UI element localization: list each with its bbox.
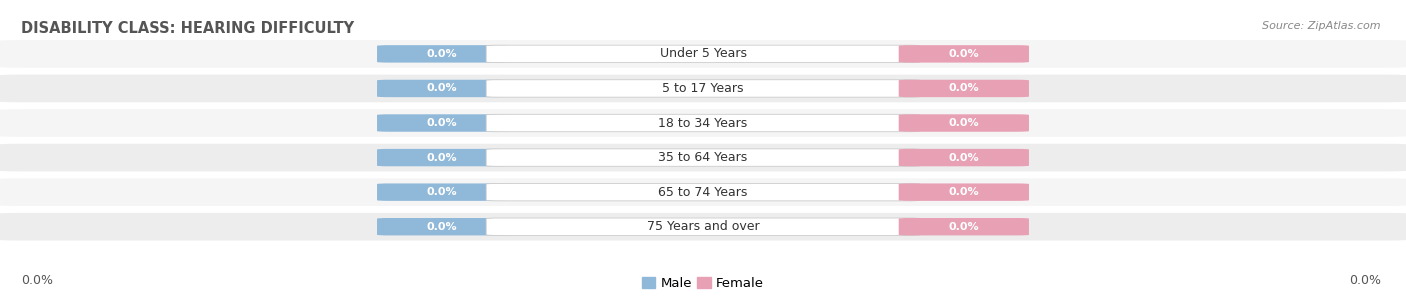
- FancyBboxPatch shape: [377, 80, 508, 97]
- Text: 0.0%: 0.0%: [427, 187, 457, 197]
- Text: 0.0%: 0.0%: [427, 118, 457, 128]
- FancyBboxPatch shape: [377, 183, 508, 201]
- FancyBboxPatch shape: [0, 75, 1406, 102]
- FancyBboxPatch shape: [0, 109, 1406, 137]
- FancyBboxPatch shape: [898, 45, 1029, 63]
- FancyBboxPatch shape: [486, 114, 920, 132]
- FancyBboxPatch shape: [486, 218, 920, 235]
- Text: 0.0%: 0.0%: [21, 274, 53, 287]
- FancyBboxPatch shape: [0, 144, 1406, 171]
- Text: 18 to 34 Years: 18 to 34 Years: [658, 117, 748, 130]
- Text: 5 to 17 Years: 5 to 17 Years: [662, 82, 744, 95]
- FancyBboxPatch shape: [377, 45, 508, 63]
- Text: 0.0%: 0.0%: [949, 84, 979, 93]
- FancyBboxPatch shape: [898, 80, 1029, 97]
- Legend: Male, Female: Male, Female: [637, 272, 769, 296]
- Text: 35 to 64 Years: 35 to 64 Years: [658, 151, 748, 164]
- FancyBboxPatch shape: [486, 80, 920, 97]
- Text: 0.0%: 0.0%: [949, 49, 979, 59]
- Text: 0.0%: 0.0%: [949, 152, 979, 163]
- FancyBboxPatch shape: [486, 183, 920, 201]
- Text: DISABILITY CLASS: HEARING DIFFICULTY: DISABILITY CLASS: HEARING DIFFICULTY: [21, 21, 354, 36]
- FancyBboxPatch shape: [898, 218, 1029, 235]
- FancyBboxPatch shape: [377, 218, 508, 235]
- FancyBboxPatch shape: [898, 183, 1029, 201]
- Text: 0.0%: 0.0%: [949, 118, 979, 128]
- FancyBboxPatch shape: [0, 40, 1406, 68]
- Text: 75 Years and over: 75 Years and over: [647, 220, 759, 233]
- Text: 0.0%: 0.0%: [949, 222, 979, 232]
- FancyBboxPatch shape: [486, 45, 920, 63]
- FancyBboxPatch shape: [486, 149, 920, 166]
- Text: 0.0%: 0.0%: [427, 222, 457, 232]
- Text: 65 to 74 Years: 65 to 74 Years: [658, 186, 748, 199]
- Text: 0.0%: 0.0%: [427, 84, 457, 93]
- FancyBboxPatch shape: [898, 149, 1029, 166]
- Text: Source: ZipAtlas.com: Source: ZipAtlas.com: [1263, 21, 1381, 31]
- FancyBboxPatch shape: [377, 149, 508, 166]
- FancyBboxPatch shape: [0, 178, 1406, 206]
- Text: Under 5 Years: Under 5 Years: [659, 47, 747, 60]
- FancyBboxPatch shape: [0, 213, 1406, 241]
- Text: 0.0%: 0.0%: [427, 49, 457, 59]
- Text: 0.0%: 0.0%: [1348, 274, 1381, 287]
- Text: 0.0%: 0.0%: [427, 152, 457, 163]
- Text: 0.0%: 0.0%: [949, 187, 979, 197]
- FancyBboxPatch shape: [898, 114, 1029, 132]
- FancyBboxPatch shape: [377, 114, 508, 132]
